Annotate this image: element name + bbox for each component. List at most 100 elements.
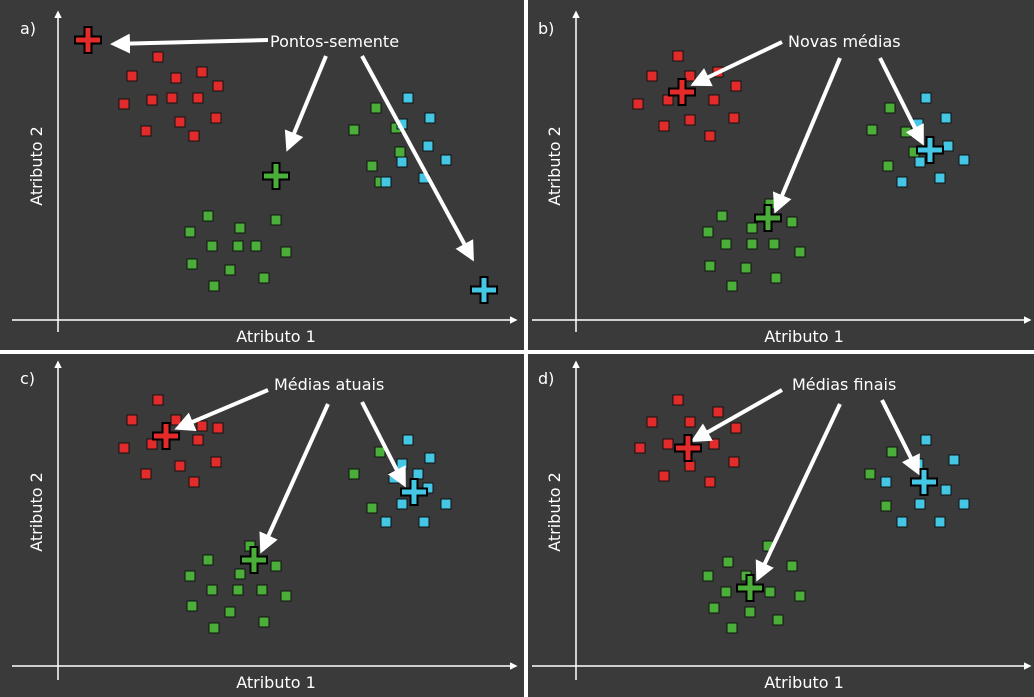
blue-point: [934, 172, 946, 184]
green-point: [370, 102, 382, 114]
annotation-arrow: [360, 401, 406, 488]
green-point: [702, 570, 714, 582]
annotation-arrow: [880, 399, 920, 476]
points-layer: [634, 388, 970, 634]
blue-point: [920, 434, 932, 446]
green-point: [186, 258, 198, 270]
green-point: [772, 614, 784, 626]
panel-d: d) Atributo 1 Atributo 2 Médias finais: [532, 360, 1032, 692]
red-point: [212, 80, 224, 92]
green-point: [394, 146, 406, 158]
red-point: [730, 80, 742, 92]
panel-b: b) Atributo 1 Atributo 2 Novas médias: [532, 10, 1032, 346]
blue-centroid-plus-icon: [910, 468, 938, 496]
panel-label: b): [538, 19, 554, 38]
red-point: [140, 125, 152, 137]
red-point: [192, 434, 204, 446]
red-centroid-plus-icon: [674, 434, 702, 462]
blue-point: [440, 498, 452, 510]
green-point: [702, 226, 714, 238]
green-point: [794, 246, 806, 258]
blue-point: [948, 454, 960, 466]
red-point: [728, 456, 740, 468]
blue-centroid-plus-icon: [400, 478, 428, 506]
y-axis-label: Atributo 2: [545, 472, 564, 552]
blue-point: [418, 516, 430, 528]
red-point: [704, 130, 716, 142]
blue-point: [914, 498, 926, 510]
green-point: [224, 264, 236, 276]
green-point: [258, 616, 270, 628]
annotation-arrow: [690, 40, 783, 87]
red-point: [704, 476, 716, 488]
green-point: [722, 556, 734, 568]
green-point: [720, 238, 732, 250]
red-point: [658, 470, 670, 482]
blue-point: [422, 140, 434, 152]
panel-c-background: [0, 354, 524, 697]
blue-point: [380, 176, 392, 188]
green-point: [280, 590, 292, 602]
red-point: [646, 416, 658, 428]
green-point: [768, 238, 780, 250]
y-axis-label: Atributo 2: [27, 472, 46, 552]
green-point: [886, 446, 898, 458]
green-point: [770, 272, 782, 284]
blue-centroid-plus-icon: [916, 136, 944, 164]
blue-point: [942, 140, 954, 152]
red-point: [146, 94, 158, 106]
blue-point: [424, 112, 436, 124]
green-point: [794, 590, 806, 602]
annotation-pontos-semente: Pontos-semente: [270, 32, 399, 51]
red-point: [174, 116, 186, 128]
x-axis-label: Atributo 1: [236, 673, 316, 692]
blue-point: [934, 516, 946, 528]
red-point: [152, 51, 164, 63]
green-point: [348, 124, 360, 136]
panel-label: a): [20, 19, 36, 38]
blue-point: [880, 476, 892, 488]
green-point: [366, 502, 378, 514]
blue-point: [920, 92, 932, 104]
red-point: [118, 442, 130, 454]
green-point: [708, 602, 720, 614]
red-point: [212, 422, 224, 434]
green-centroid-plus-icon: [736, 574, 764, 602]
green-point: [258, 272, 270, 284]
red-point: [126, 414, 138, 426]
blue-point: [440, 154, 452, 166]
green-point: [206, 584, 218, 596]
green-point: [184, 226, 196, 238]
red-point: [210, 112, 222, 124]
red-point: [632, 98, 644, 110]
blue-point: [396, 458, 408, 470]
blue-point: [940, 112, 952, 124]
red-point: [118, 98, 130, 110]
green-point: [864, 468, 876, 480]
blue-point: [402, 434, 414, 446]
annotation-medias-finais: Médias finais: [792, 375, 896, 394]
annotation-arrow: [690, 388, 783, 442]
x-axis-label: Atributo 1: [764, 327, 844, 346]
red-point: [192, 92, 204, 104]
annotation-arrow: [284, 55, 328, 152]
green-point: [250, 240, 262, 252]
red-point: [140, 468, 152, 480]
green-point: [764, 586, 776, 598]
panel-c: c) Atributo 1 Atributo 2 Médias atuais: [12, 360, 518, 692]
green-point: [786, 560, 798, 572]
red-point: [152, 394, 164, 406]
green-point: [720, 586, 732, 598]
blue-point: [380, 516, 392, 528]
red-point: [730, 422, 742, 434]
green-point: [880, 500, 892, 512]
green-point: [232, 240, 244, 252]
red-point: [646, 70, 658, 82]
green-point: [270, 214, 282, 226]
annotation-arrow: [174, 388, 269, 431]
panel-label: c): [20, 369, 35, 388]
blue-point: [958, 498, 970, 510]
annotation-arrow: [259, 403, 330, 554]
red-point: [708, 438, 720, 450]
red-point: [658, 120, 670, 132]
